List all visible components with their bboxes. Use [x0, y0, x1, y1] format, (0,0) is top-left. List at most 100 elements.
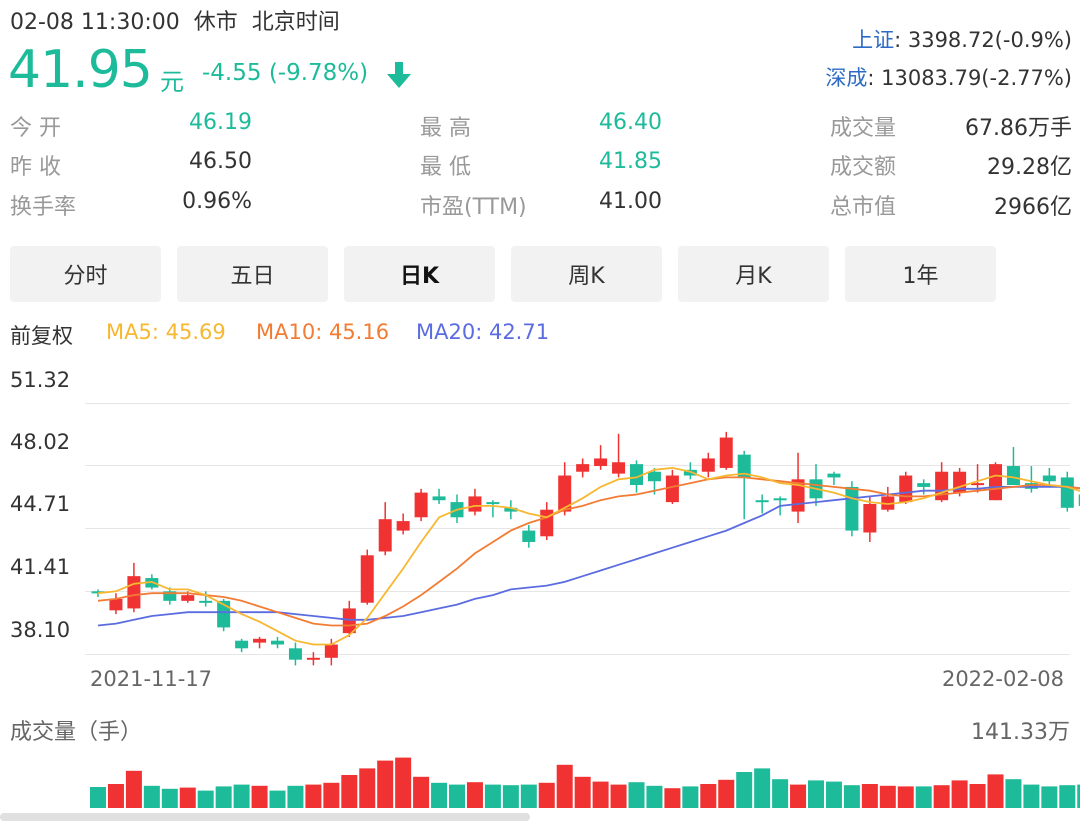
- volume-bar: [107, 784, 124, 808]
- candle-body: [163, 591, 177, 601]
- candle-body: [288, 648, 302, 660]
- volume-bar: [449, 784, 465, 808]
- y-tick-label: 38.10: [10, 618, 71, 642]
- tab-5day[interactable]: 五日: [177, 246, 328, 302]
- volume-bar: [951, 780, 968, 808]
- stat-value-turnover: 29.28亿: [987, 155, 1072, 180]
- market-status: 休市: [193, 10, 238, 35]
- tab-monthly-k[interactable]: 月K: [678, 246, 829, 302]
- index-sz[interactable]: 深成: 13083.79(-2.77%): [825, 62, 1072, 92]
- gridline: [85, 403, 1070, 404]
- volume-bar: [233, 784, 250, 808]
- stat-label-high: 最 高: [420, 116, 471, 141]
- horizontal-scrollbar[interactable]: [0, 813, 530, 821]
- candle-body: [468, 496, 482, 512]
- volume-bar: [466, 782, 483, 808]
- index-sz-name[interactable]: 深成: [825, 66, 868, 90]
- candle-body: [917, 483, 931, 487]
- candle-body: [881, 496, 895, 510]
- gridline: [85, 528, 1070, 529]
- gridline: [85, 654, 1070, 655]
- stat-value-volume: 67.86万手: [965, 116, 1072, 141]
- volume-bar: [897, 786, 914, 808]
- volume-bar: [574, 776, 591, 808]
- candle-body: [719, 437, 733, 468]
- stat-value-open: 46.19: [189, 110, 252, 135]
- index-sh-name[interactable]: 上证: [852, 28, 895, 52]
- candle-body: [1042, 475, 1056, 482]
- volume-bar: [538, 782, 555, 808]
- ma20-legend: MA20: 42.71: [416, 320, 550, 344]
- volume-bar: [969, 784, 986, 808]
- candle-body: [217, 600, 231, 628]
- candle-body: [701, 458, 715, 472]
- volume-bar: [718, 779, 735, 808]
- candle-body: [1078, 494, 1080, 506]
- volume-bar: [861, 784, 878, 808]
- candle-body: [971, 483, 985, 486]
- volume-bar: [772, 779, 789, 808]
- stat-value-prev-close: 46.50: [189, 149, 252, 174]
- stat-label-low: 最 低: [420, 155, 471, 180]
- price-change: -4.55 (-9.78%): [202, 60, 369, 86]
- candle-body: [306, 657, 320, 660]
- candle-body: [899, 475, 913, 503]
- volume-bar: [125, 770, 142, 808]
- volume-bar: [143, 785, 160, 808]
- timestamp: 02-08 11:30:00: [10, 10, 180, 35]
- y-tick-label: 44.71: [10, 492, 71, 516]
- tab-1year[interactable]: 1年: [845, 246, 996, 302]
- candle-body: [181, 595, 195, 601]
- candle-body: [235, 640, 249, 649]
- volume-bar: [1041, 786, 1058, 808]
- volume-bar: [323, 782, 340, 808]
- volume-bar: [628, 782, 645, 808]
- candle-body: [127, 576, 141, 609]
- candle-body: [755, 500, 769, 503]
- volume-bar: [431, 782, 448, 808]
- y-tick-label: 48.02: [10, 430, 71, 454]
- ma20-line: [97, 486, 1080, 627]
- tab-weekly-k[interactable]: 周K: [511, 246, 662, 302]
- candle-body: [665, 475, 679, 503]
- volume-bar: [1023, 784, 1040, 808]
- timezone: 北京时间: [251, 10, 340, 35]
- x-tick-label-start: 2021-11-17: [90, 667, 213, 691]
- candle-body: [486, 502, 500, 505]
- candle-body: [612, 462, 626, 474]
- candle-body: [253, 638, 267, 643]
- candle-body: [935, 471, 949, 501]
- volume-bar: [305, 784, 322, 808]
- tab-intraday[interactable]: 分时: [10, 246, 161, 302]
- volume-bar: [754, 768, 771, 808]
- stat-value-market-cap: 2966亿: [994, 195, 1072, 220]
- candle-body: [540, 509, 554, 537]
- volume-bar: [377, 760, 394, 808]
- ma5-line: [97, 466, 1080, 646]
- volume-bar: [933, 785, 950, 808]
- candle-body: [773, 498, 787, 501]
- candle-body: [342, 608, 356, 634]
- candle-body: [737, 454, 751, 478]
- ma5-legend: MA5: 45.69: [106, 320, 226, 344]
- adjust-mode[interactable]: 前复权: [10, 324, 73, 348]
- volume-bar: [502, 785, 519, 808]
- volume-bar: [843, 785, 860, 808]
- current-price: 41.95: [8, 40, 153, 100]
- y-tick-label: 51.32: [10, 368, 71, 392]
- candle-body: [432, 496, 446, 501]
- volume-bar: [251, 785, 268, 808]
- volume-title: 成交量（手）: [10, 720, 143, 745]
- gridline: [85, 591, 1070, 592]
- index-sz-value: : 13083.79(-2.77%): [867, 66, 1072, 90]
- volume-bar: [879, 785, 896, 808]
- index-sh[interactable]: 上证: 3398.72(-0.9%): [852, 24, 1072, 54]
- volume-bar: [90, 787, 106, 808]
- tab-daily-k[interactable]: 日K: [344, 246, 495, 302]
- candle-body: [1024, 483, 1038, 489]
- candle-body: [1006, 466, 1020, 486]
- candle-body: [576, 464, 590, 472]
- volume-max: 141.33万: [971, 720, 1070, 745]
- candle-body: [378, 519, 392, 552]
